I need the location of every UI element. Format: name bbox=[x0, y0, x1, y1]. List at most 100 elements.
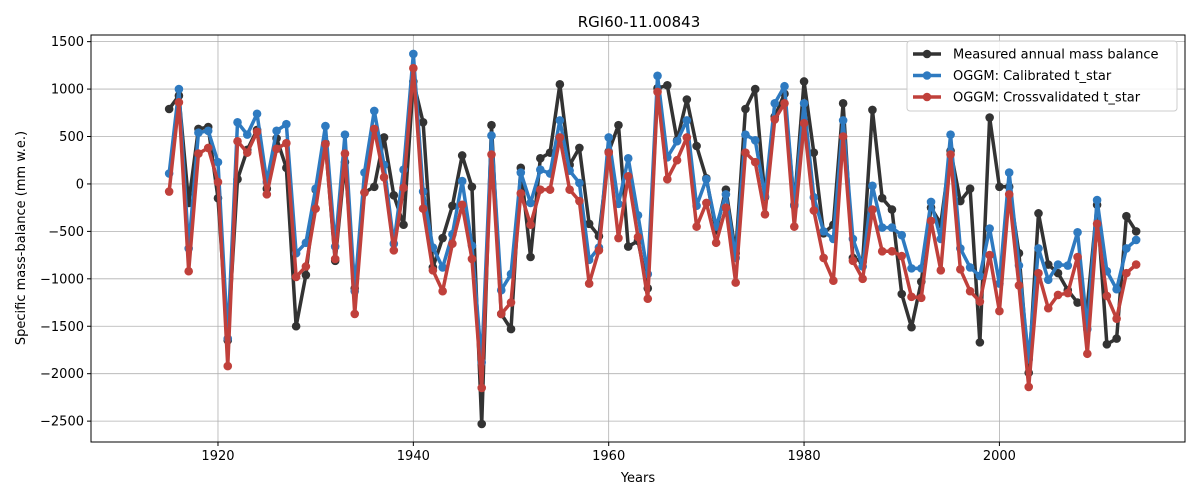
data-point bbox=[379, 133, 389, 142]
legend-label: OGGM: Calibrated t_star bbox=[953, 69, 1112, 84]
y-tick-label: −2500 bbox=[40, 415, 84, 430]
data-point bbox=[506, 298, 516, 307]
data-point bbox=[643, 294, 653, 304]
data-point bbox=[965, 184, 975, 193]
data-point bbox=[1102, 291, 1112, 301]
data-point bbox=[174, 98, 184, 107]
series-line bbox=[167, 66, 1138, 390]
data-point bbox=[1092, 219, 1102, 229]
data-point bbox=[956, 265, 965, 274]
data-point bbox=[575, 178, 584, 188]
data-point bbox=[194, 149, 203, 158]
data-point bbox=[565, 185, 574, 194]
data-point bbox=[1043, 303, 1053, 313]
data-point bbox=[623, 172, 633, 181]
data-point bbox=[487, 131, 496, 140]
data-point bbox=[448, 201, 457, 211]
data-point bbox=[750, 157, 760, 167]
data-point bbox=[438, 286, 447, 296]
data-point bbox=[233, 117, 242, 127]
x-tick-label: 1980 bbox=[788, 449, 821, 464]
data-point bbox=[272, 144, 281, 154]
chart-title: RGI60-11.00843 bbox=[578, 13, 701, 31]
data-point bbox=[1063, 288, 1073, 298]
data-point bbox=[770, 99, 780, 108]
legend-marker bbox=[922, 92, 932, 102]
data-point bbox=[1122, 211, 1131, 221]
x-tick-label: 2000 bbox=[983, 449, 1016, 464]
data-point bbox=[242, 130, 252, 139]
data-point bbox=[555, 80, 565, 89]
data-point bbox=[399, 220, 408, 230]
data-point bbox=[467, 254, 477, 264]
data-point bbox=[702, 198, 711, 208]
data-point bbox=[282, 119, 291, 129]
data-point bbox=[1102, 339, 1112, 349]
y-tick-label: 0 bbox=[76, 177, 84, 192]
data-point bbox=[584, 219, 594, 229]
data-point bbox=[1131, 235, 1141, 245]
data-point bbox=[203, 143, 213, 153]
data-point bbox=[575, 143, 584, 153]
data-point bbox=[897, 251, 907, 261]
data-point bbox=[516, 168, 526, 177]
data-point bbox=[282, 138, 291, 148]
data-point bbox=[770, 115, 780, 124]
data-point bbox=[409, 63, 418, 73]
data-point bbox=[965, 263, 975, 272]
data-point bbox=[164, 104, 174, 114]
data-point bbox=[536, 185, 545, 194]
data-point bbox=[1024, 382, 1034, 392]
data-point bbox=[438, 263, 447, 272]
data-point bbox=[1112, 314, 1121, 323]
data-point bbox=[809, 206, 819, 215]
data-point bbox=[1073, 228, 1082, 237]
data-point bbox=[360, 188, 369, 197]
y-tick-label: −1500 bbox=[40, 320, 84, 335]
y-tick-label: −1000 bbox=[40, 272, 84, 287]
legend-box bbox=[906, 40, 1178, 112]
data-point bbox=[887, 247, 897, 256]
data-point bbox=[1034, 244, 1043, 253]
data-point bbox=[877, 193, 887, 203]
data-point bbox=[252, 127, 262, 137]
legend-marker bbox=[922, 49, 932, 59]
data-point bbox=[448, 239, 457, 249]
y-tick-label: 1500 bbox=[51, 35, 84, 50]
data-point bbox=[457, 176, 467, 186]
data-point bbox=[623, 242, 633, 251]
data-point bbox=[496, 309, 506, 319]
data-point bbox=[1083, 349, 1092, 359]
data-point bbox=[907, 292, 916, 302]
y-tick-label: −2000 bbox=[40, 367, 84, 382]
legend: Measured annual mass balance OGGM: Calibr… bbox=[906, 40, 1178, 112]
x-axis-label: Years bbox=[620, 471, 656, 486]
data-point bbox=[1034, 209, 1043, 218]
x-tick-label: 1940 bbox=[397, 449, 430, 464]
data-point bbox=[975, 271, 985, 281]
data-point bbox=[369, 182, 379, 192]
data-point bbox=[526, 220, 535, 230]
data-point bbox=[663, 80, 672, 90]
data-point bbox=[1122, 268, 1131, 278]
data-point bbox=[926, 197, 936, 207]
data-point bbox=[799, 99, 809, 108]
data-point bbox=[780, 81, 789, 91]
data-point bbox=[477, 419, 487, 429]
data-point bbox=[477, 383, 487, 393]
data-point bbox=[887, 223, 897, 232]
data-point bbox=[741, 104, 750, 114]
data-point bbox=[741, 130, 750, 139]
data-point bbox=[203, 126, 213, 136]
data-point bbox=[926, 216, 936, 226]
data-point bbox=[526, 198, 535, 208]
data-point bbox=[760, 210, 770, 219]
data-point bbox=[604, 133, 613, 142]
data-point bbox=[838, 132, 848, 141]
data-point bbox=[877, 247, 887, 256]
y-axis: −2500 −2000 −1500 −1000 −500 0 500 1000 1500 bbox=[40, 35, 91, 430]
y-tick-label: −500 bbox=[48, 225, 84, 240]
data-point bbox=[233, 136, 242, 146]
data-point bbox=[907, 322, 916, 332]
